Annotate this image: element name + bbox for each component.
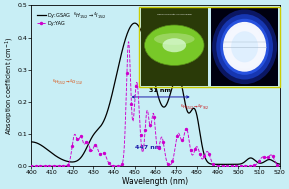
Text: 447 nm: 447 nm xyxy=(135,145,161,150)
Text: 31 nm: 31 nm xyxy=(149,88,171,93)
X-axis label: Wavelength (nm): Wavelength (nm) xyxy=(122,177,188,186)
Y-axis label: Absorption coefficient (cm$^{-1}$): Absorption coefficient (cm$^{-1}$) xyxy=(3,36,16,135)
Legend: Dy:GSAG  $^6H_{15/2}$$\rightarrow$$^4I_{15/2}$, Dy:YAG: Dy:GSAG $^6H_{15/2}$$\rightarrow$$^4I_{1… xyxy=(36,10,107,26)
Bar xyxy=(139,7,280,87)
Text: $^6H_{15/2}$$\rightarrow$$^4F_{9/2}$: $^6H_{15/2}$$\rightarrow$$^4F_{9/2}$ xyxy=(180,102,209,112)
Text: $^6H_{15/2}$$\rightarrow$$^4G_{11/2}$: $^6H_{15/2}$$\rightarrow$$^4G_{11/2}$ xyxy=(52,77,84,87)
